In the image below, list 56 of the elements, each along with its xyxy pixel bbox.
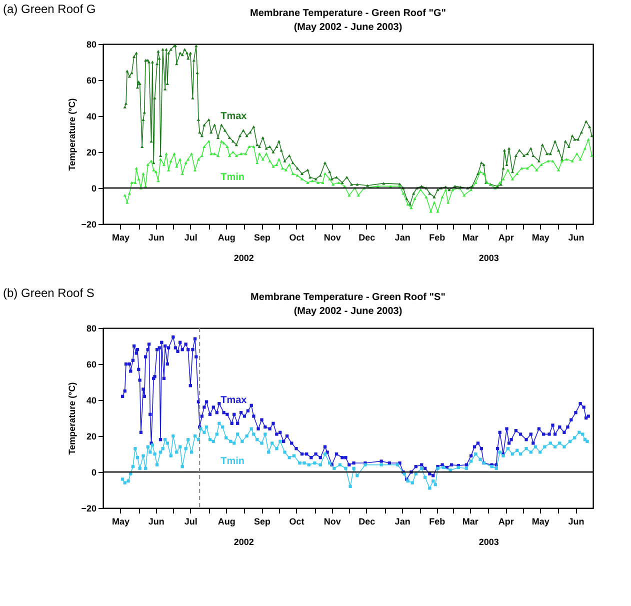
x-tick-label: Jun	[568, 516, 584, 526]
x-tick-label: Nov	[324, 232, 341, 242]
x-tick-label: Feb	[429, 232, 446, 242]
x-tick-label: Aug	[218, 232, 236, 242]
y-tick-label: 40	[86, 396, 96, 406]
series-label: Tmin	[220, 456, 244, 468]
y-tick-label: 40	[86, 112, 96, 122]
x-tick-label: Sep	[254, 232, 271, 242]
x-tick-label: Apr	[498, 516, 514, 526]
series-label: Tmax	[220, 111, 248, 122]
y-tick-label: 20	[86, 148, 96, 158]
x-tick-label: Jun	[568, 232, 584, 242]
text: 2002	[234, 537, 254, 547]
x-tick-label: Dec	[358, 516, 376, 526]
y-tick-label: 60	[86, 360, 96, 370]
x-tick-label: May	[112, 516, 130, 526]
text: (a) Green Roof G	[3, 2, 96, 16]
y-tick-label: 20	[86, 432, 96, 442]
x-tick-label: Oct	[289, 232, 304, 242]
chart-title: Membrane Temperature - Green Roof "G"	[250, 8, 446, 19]
series-label: Tmin	[220, 172, 244, 184]
x-tick-label: Jul	[184, 516, 198, 526]
x-tick-label: Sep	[254, 516, 271, 526]
x-tick-label: May	[532, 232, 550, 242]
y-tick-label: 80	[86, 40, 96, 50]
x-tick-label: Jun	[148, 232, 164, 242]
x-tick-label: Oct	[289, 516, 304, 526]
text: (b) Green Roof S	[3, 286, 94, 300]
x-tick-label: Jun	[148, 516, 164, 526]
chart-subtitle: (May 2002 - June 2003)	[294, 306, 402, 317]
x-tick-label: Feb	[429, 516, 446, 526]
chart-title: Membrane Temperature - Green Roof "S"	[250, 292, 446, 303]
y-axis-title: Temperature (°C)	[67, 98, 78, 171]
chart-subtitle: (May 2002 - June 2003)	[294, 22, 402, 33]
y-tick-label: 60	[86, 76, 96, 86]
text: 2003	[478, 253, 499, 263]
y-tick-label: 0	[91, 468, 96, 478]
y-tick-label: 0	[91, 184, 96, 194]
x-tick-label: Mar	[462, 232, 479, 242]
x-tick-label: May	[112, 232, 130, 242]
y-axis-title: Temperature (°C)	[67, 382, 78, 455]
x-tick-label: Jul	[184, 232, 198, 242]
series-label: Tmax	[220, 395, 248, 406]
x-tick-label: May	[532, 516, 550, 526]
x-tick-label: Nov	[324, 516, 341, 526]
y-tick-label: −20	[81, 220, 96, 230]
x-tick-label: Mar	[462, 516, 479, 526]
text: 2003	[478, 537, 499, 547]
x-tick-label: Dec	[358, 232, 376, 242]
x-tick-label: Apr	[498, 232, 514, 242]
y-tick-label: 80	[86, 324, 96, 334]
x-tick-label: Jan	[394, 516, 410, 526]
text: 2002	[234, 253, 254, 263]
y-tick-label: −20	[81, 504, 96, 514]
x-tick-label: Aug	[218, 516, 236, 526]
x-tick-label: Jan	[394, 232, 410, 242]
